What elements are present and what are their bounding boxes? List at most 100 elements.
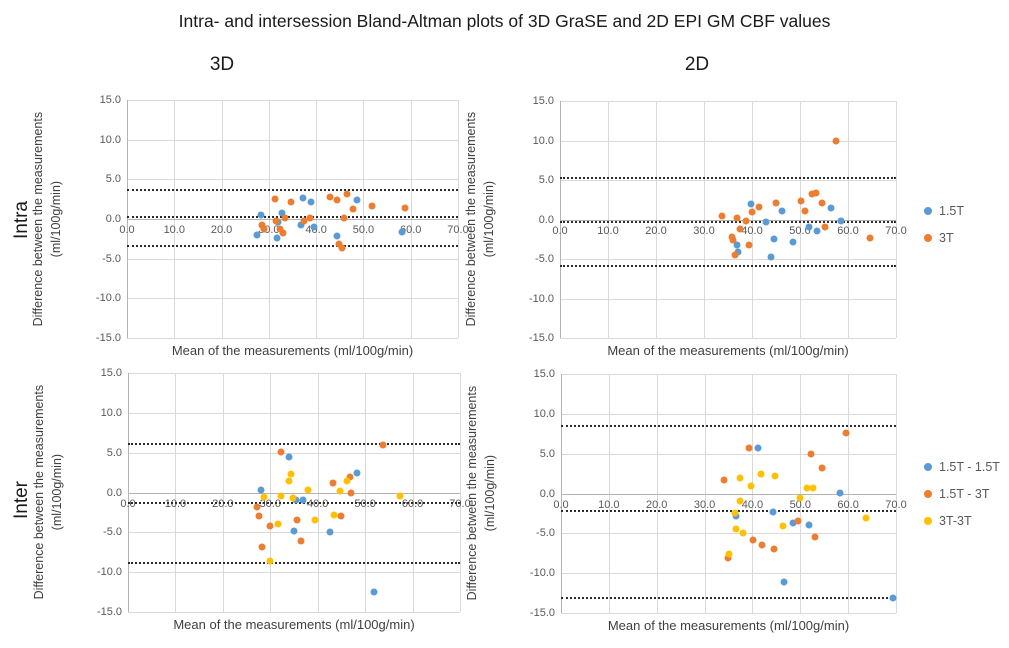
- x-tick-label: 50.0: [789, 498, 811, 511]
- data-point: [732, 525, 740, 533]
- data-point: [292, 496, 300, 504]
- x-axis-line: [561, 493, 896, 495]
- x-axis-title: Mean of the measurements (ml/100g/min): [173, 617, 415, 632]
- legend-label: 3T: [939, 231, 954, 245]
- y-tick-label: 15.0: [100, 367, 122, 379]
- data-point: [796, 494, 804, 502]
- data-point: [289, 494, 297, 502]
- data-point: [347, 489, 355, 496]
- y-tick-label: -15.0: [529, 607, 555, 619]
- v-gridline: [458, 100, 459, 338]
- data-point: [736, 497, 744, 505]
- h-gridline: [561, 374, 896, 375]
- data-point: [401, 204, 409, 212]
- legend-marker-icon: [924, 207, 932, 215]
- data-point: [281, 214, 289, 222]
- h-gridline: [128, 452, 460, 454]
- data-point: [287, 198, 295, 206]
- lower-loa-line: [561, 596, 896, 599]
- data-point: [273, 234, 281, 242]
- data-point: [340, 214, 348, 222]
- h-gridline: [128, 572, 460, 574]
- data-point: [821, 223, 829, 231]
- data-point: [769, 508, 777, 516]
- y-axis-title: Difference between the measurements (ml/1…: [458, 374, 504, 613]
- data-point: [299, 194, 307, 202]
- data-point: [293, 516, 301, 524]
- legend-label: 1.5T: [939, 204, 965, 218]
- y-tick-label: 0.0: [105, 213, 121, 225]
- data-point: [731, 251, 739, 259]
- x-axis-line: [127, 219, 458, 220]
- data-point: [724, 554, 732, 562]
- data-point: [338, 244, 346, 252]
- x-tick-label: 20.0: [645, 224, 667, 237]
- data-point: [811, 533, 819, 541]
- data-point: [337, 512, 345, 520]
- lower-loa-line: [127, 244, 458, 247]
- data-point: [257, 211, 265, 219]
- data-point: [370, 588, 378, 596]
- y-axis-line: [127, 100, 128, 338]
- legend-item: 3T-3T: [924, 514, 1000, 528]
- data-point: [253, 231, 261, 239]
- h-gridline: [560, 259, 896, 260]
- x-tick-label: 10.0: [597, 224, 619, 237]
- data-point: [278, 209, 286, 217]
- x-tick-label: 10.0: [163, 224, 185, 236]
- data-point: [805, 521, 813, 529]
- data-point: [729, 236, 737, 244]
- h-gridline: [127, 298, 458, 300]
- data-point: [808, 190, 816, 198]
- data-point: [253, 503, 261, 511]
- data-point: [812, 189, 820, 197]
- data-point: [770, 545, 778, 553]
- y-tick-label: 15.0: [532, 95, 554, 107]
- data-point: [747, 200, 755, 208]
- data-point: [307, 198, 315, 206]
- column-header-3d: 3D: [209, 54, 235, 75]
- h-gridline: [561, 413, 896, 415]
- data-point: [311, 516, 319, 524]
- y-axis-line: [560, 101, 561, 338]
- data-point: [260, 493, 268, 501]
- y-tick-label: -10.0: [529, 567, 555, 580]
- data-point: [842, 429, 850, 437]
- mean-bias-line: [127, 216, 458, 219]
- data-point: [832, 137, 840, 144]
- y-axis-line: [128, 373, 129, 612]
- data-point: [306, 214, 314, 222]
- data-point: [725, 550, 733, 558]
- data-point: [889, 594, 897, 602]
- x-tick-label: 30.0: [693, 498, 716, 511]
- data-point: [353, 196, 361, 204]
- data-point: [255, 512, 263, 520]
- x-axis-title: Mean of the measurements (ml/100g/min): [607, 343, 849, 358]
- x-tick-label: 50.0: [789, 224, 811, 237]
- x-tick-label: 0.0: [120, 497, 136, 510]
- h-gridline: [560, 338, 896, 339]
- v-gridline: [896, 374, 897, 613]
- data-point: [772, 199, 780, 207]
- y-tick-label: -10.0: [96, 566, 122, 579]
- plot-inter-2d: 15.0 10.0 5.0 0.0 -5.0 -10.0 -15.0 0.0 10.0 20.0 3…: [465, 368, 1000, 633]
- data-point: [349, 205, 357, 213]
- data-point: [398, 228, 406, 236]
- data-point: [266, 522, 274, 530]
- y-tick-label: 15.0: [99, 94, 121, 106]
- y-tick-label: -15.0: [95, 332, 121, 344]
- data-point: [809, 484, 817, 492]
- data-point: [297, 537, 305, 545]
- data-point: [748, 208, 756, 216]
- data-point: [326, 528, 334, 536]
- upper-loa-line: [561, 424, 896, 427]
- x-tick-label: 0.0: [552, 224, 568, 237]
- data-point: [789, 238, 797, 246]
- data-point: [771, 472, 779, 480]
- x-tick-label: 60.0: [837, 224, 859, 237]
- data-point: [260, 225, 268, 233]
- data-point: [805, 223, 813, 231]
- data-point: [310, 223, 318, 231]
- data-point: [266, 557, 274, 565]
- data-point: [736, 474, 744, 482]
